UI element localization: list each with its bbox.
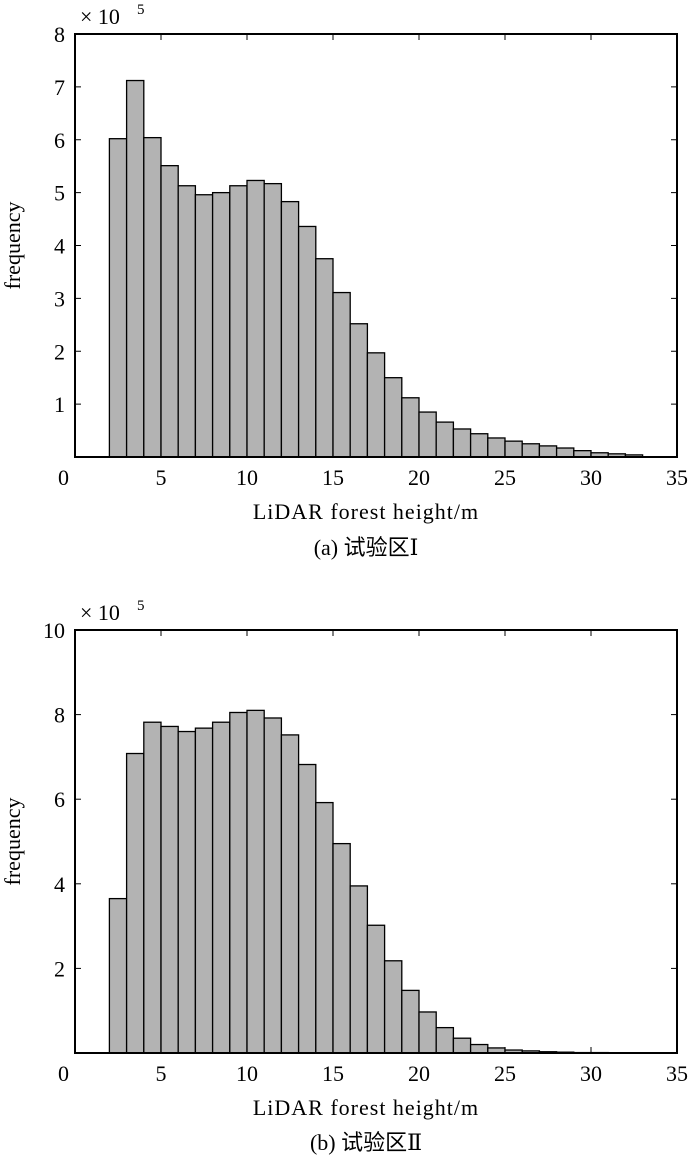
histogram-bar — [177, 185, 197, 458]
y-tick-label: 1 — [54, 392, 65, 417]
histogram-bar — [366, 924, 386, 1054]
histogram-bar — [538, 445, 558, 458]
histogram-bar — [521, 443, 541, 458]
histogram-bar — [435, 421, 455, 458]
histogram-bar — [469, 1043, 489, 1054]
histogram-bar — [108, 897, 128, 1054]
y-tick-label: 2 — [54, 956, 65, 981]
x-tick-label: 35 — [666, 465, 688, 490]
histogram-bar — [143, 721, 162, 1054]
y-tick-label: 3 — [54, 286, 65, 311]
histogram-bar — [504, 440, 523, 458]
y-tick-label: 7 — [54, 75, 65, 100]
histogram-bar — [280, 200, 300, 458]
histogram-bar — [418, 1011, 437, 1054]
figure-caption: (b) 试验区Ⅱ — [310, 1130, 422, 1155]
histogram-bar — [487, 437, 506, 458]
x-axis-label: LiDAR forest height/m — [253, 1095, 479, 1120]
x-tick-label: 5 — [156, 465, 167, 490]
chart-panel-a: 0 5 10 15 20 25 30 35 1 2 3 4 5 6 7 8 × 10 5 frequency LiDA… — [0, 2, 688, 560]
histogram-bar — [297, 763, 317, 1054]
histogram-bar — [246, 179, 265, 458]
y-axis-label: frequency — [0, 202, 25, 290]
histogram-bar — [383, 377, 403, 458]
y-axis-label: frequency — [0, 798, 25, 886]
histogram-bar — [280, 734, 300, 1054]
histogram-bar — [297, 225, 317, 458]
x-tick-label: 30 — [580, 465, 602, 490]
histogram-bar — [332, 842, 351, 1054]
histogram-bar — [143, 136, 162, 458]
x-tick-label: 20 — [408, 1061, 430, 1086]
histogram-bar — [229, 185, 248, 458]
y-tick-label: 8 — [54, 22, 65, 47]
histogram-bar — [177, 730, 197, 1054]
histogram-bar — [211, 721, 231, 1054]
histogram-bar — [418, 411, 437, 458]
y-tick-label: 6 — [54, 787, 65, 812]
histogram-bar — [401, 989, 420, 1054]
x-tick-label: 0 — [58, 1061, 69, 1086]
x-tick-label: 30 — [580, 1061, 602, 1086]
histogram-bar — [160, 165, 179, 458]
histogram-bar — [383, 960, 403, 1054]
histogram-bar — [263, 182, 283, 458]
y-multiplier-exponent: 5 — [137, 598, 145, 614]
histogram-bar — [229, 711, 248, 1054]
histogram-bar — [263, 717, 283, 1054]
histogram-bar — [452, 1037, 472, 1054]
x-tick-label: 35 — [666, 1061, 688, 1086]
y-tick-label: 4 — [54, 234, 65, 259]
x-tick-label: 10 — [236, 465, 258, 490]
y-tick-label: 5 — [54, 181, 65, 206]
histogram-bar — [108, 138, 128, 458]
histogram-bar — [366, 352, 386, 458]
histogram-bar — [452, 428, 472, 458]
histogram-bar — [435, 1026, 455, 1054]
x-tick-label: 0 — [58, 465, 69, 490]
x-tick-label: 15 — [322, 465, 344, 490]
histogram-bar — [211, 191, 231, 458]
histogram-bar — [194, 194, 214, 458]
histogram-bar — [469, 433, 489, 458]
y-tick-label: 2 — [54, 339, 65, 364]
histogram-bar — [332, 291, 351, 458]
y-multiplier-exponent: 5 — [137, 2, 145, 18]
y-multiplier: × 10 — [80, 4, 120, 29]
histogram-bar — [160, 725, 179, 1054]
x-tick-label: 15 — [322, 1061, 344, 1086]
histogram-bar — [246, 709, 265, 1054]
x-tick-label: 10 — [236, 1061, 258, 1086]
x-axis-label: LiDAR forest height/m — [253, 499, 479, 524]
y-tick-label: 10 — [43, 618, 65, 643]
histogram-bar — [125, 752, 145, 1054]
histogram-bar — [555, 447, 575, 458]
histogram-bar — [349, 885, 369, 1054]
histogram-bar — [401, 397, 420, 458]
histogram-bar — [315, 258, 334, 458]
x-tick-label: 5 — [156, 1061, 167, 1086]
histogram-bar — [349, 323, 369, 458]
histogram-bar — [194, 727, 214, 1054]
x-tick-label: 20 — [408, 465, 430, 490]
plot-frame — [74, 629, 678, 1054]
x-tick-label: 25 — [494, 1061, 516, 1086]
y-tick-label: 4 — [54, 872, 65, 897]
y-tick-label: 6 — [54, 128, 65, 153]
figure-caption: (a) 试验区Ⅰ — [314, 535, 419, 560]
histogram-bar — [125, 79, 145, 458]
y-multiplier: × 10 — [80, 600, 120, 625]
histogram-bar — [315, 801, 334, 1054]
chart-panel-b: 0 5 10 15 20 25 30 35 2 4 6 8 10 × 10 5 frequency LiDAR … — [0, 598, 688, 1155]
x-tick-label: 25 — [494, 465, 516, 490]
y-tick-label: 8 — [54, 703, 65, 728]
